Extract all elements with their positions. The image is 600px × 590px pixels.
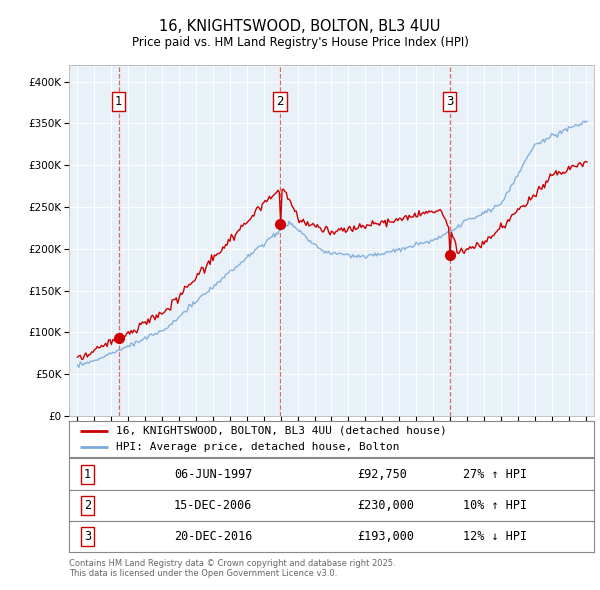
Text: 20-DEC-2016: 20-DEC-2016 (174, 530, 253, 543)
Text: 10% ↑ HPI: 10% ↑ HPI (463, 499, 527, 512)
Text: 16, KNIGHTSWOOD, BOLTON, BL3 4UU: 16, KNIGHTSWOOD, BOLTON, BL3 4UU (160, 19, 440, 34)
Text: HPI: Average price, detached house, Bolton: HPI: Average price, detached house, Bolt… (116, 442, 400, 453)
Text: 12% ↓ HPI: 12% ↓ HPI (463, 530, 527, 543)
Text: £92,750: £92,750 (358, 467, 407, 481)
Text: £193,000: £193,000 (358, 530, 415, 543)
Text: 1: 1 (115, 95, 122, 108)
Text: Contains HM Land Registry data © Crown copyright and database right 2025.
This d: Contains HM Land Registry data © Crown c… (69, 559, 395, 578)
Text: 06-JUN-1997: 06-JUN-1997 (174, 467, 253, 481)
Text: 3: 3 (84, 530, 91, 543)
Text: 16, KNIGHTSWOOD, BOLTON, BL3 4UU (detached house): 16, KNIGHTSWOOD, BOLTON, BL3 4UU (detach… (116, 425, 447, 435)
Text: 27% ↑ HPI: 27% ↑ HPI (463, 467, 527, 481)
Text: 15-DEC-2006: 15-DEC-2006 (174, 499, 253, 512)
Text: £230,000: £230,000 (358, 499, 415, 512)
Text: 2: 2 (276, 95, 284, 108)
Text: 1: 1 (84, 467, 91, 481)
Text: 2: 2 (84, 499, 91, 512)
Text: Price paid vs. HM Land Registry's House Price Index (HPI): Price paid vs. HM Land Registry's House … (131, 36, 469, 49)
Text: 3: 3 (446, 95, 453, 108)
